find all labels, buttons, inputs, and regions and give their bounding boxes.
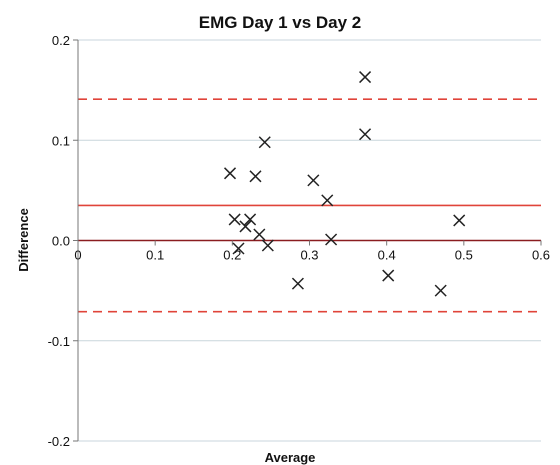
data-point-stroke (359, 71, 372, 84)
data-point-stroke (253, 228, 266, 241)
y-tick-label: 0.1 (52, 133, 70, 148)
grid-lines (78, 39, 541, 442)
y-tick-label: 0.2 (52, 33, 70, 48)
y-tick-label: -0.1 (48, 334, 70, 349)
data-point-stroke (453, 214, 466, 227)
y-tick-label: -0.2 (48, 434, 70, 449)
x-axis-title: Average (265, 450, 316, 465)
data-point (249, 170, 262, 183)
data-point (359, 71, 372, 84)
data-point (223, 167, 237, 180)
data-point-stroke (382, 269, 395, 282)
data-point-stroke (434, 284, 447, 297)
x-tick-label: 0.5 (455, 248, 473, 263)
x-tick-label: 0.4 (378, 248, 396, 263)
x-tick-label: 0 (74, 248, 81, 263)
x-tick-label: 0.6 (532, 248, 550, 263)
data-point-stroke (223, 167, 237, 180)
data-point-stroke (249, 170, 262, 183)
data-point (253, 228, 266, 241)
axes (73, 39, 542, 442)
data-point (307, 174, 320, 187)
data-point-stroke (258, 136, 271, 149)
data-point (359, 128, 372, 141)
data-points (223, 71, 466, 297)
data-point (228, 213, 241, 226)
data-point (258, 136, 271, 149)
data-point (453, 214, 466, 227)
data-point-stroke (239, 220, 252, 233)
data-point (261, 239, 274, 252)
data-point-stroke (228, 213, 241, 226)
x-tick-label: 0.3 (300, 248, 318, 263)
data-point (239, 220, 252, 233)
y-axis-title: Difference (16, 208, 31, 272)
data-point-stroke (291, 277, 304, 290)
data-point-stroke (244, 213, 257, 226)
data-point (232, 242, 245, 255)
data-point-stroke (232, 242, 245, 255)
reference-lines (78, 98, 541, 313)
data-point (434, 284, 447, 297)
data-point (325, 233, 338, 246)
data-point (244, 213, 257, 226)
data-point (321, 194, 334, 207)
data-point (382, 269, 395, 282)
y-tick-label: 0.0 (52, 234, 70, 249)
data-point (291, 277, 304, 290)
data-point-stroke (307, 174, 320, 187)
data-point-stroke (261, 239, 274, 252)
data-point-stroke (359, 128, 372, 141)
chart-title: EMG Day 1 vs Day 2 (199, 13, 362, 32)
data-point-stroke (321, 194, 334, 207)
tick-labels: 0.2 0.1 0.0 -0.1 -0.2 0 0.1 0.2 0.3 0.4 0.5 0.6 (48, 33, 550, 449)
x-tick-label: 0.2 (223, 248, 241, 263)
x-tick-label: 0.1 (146, 248, 164, 263)
data-point-stroke (325, 233, 338, 246)
